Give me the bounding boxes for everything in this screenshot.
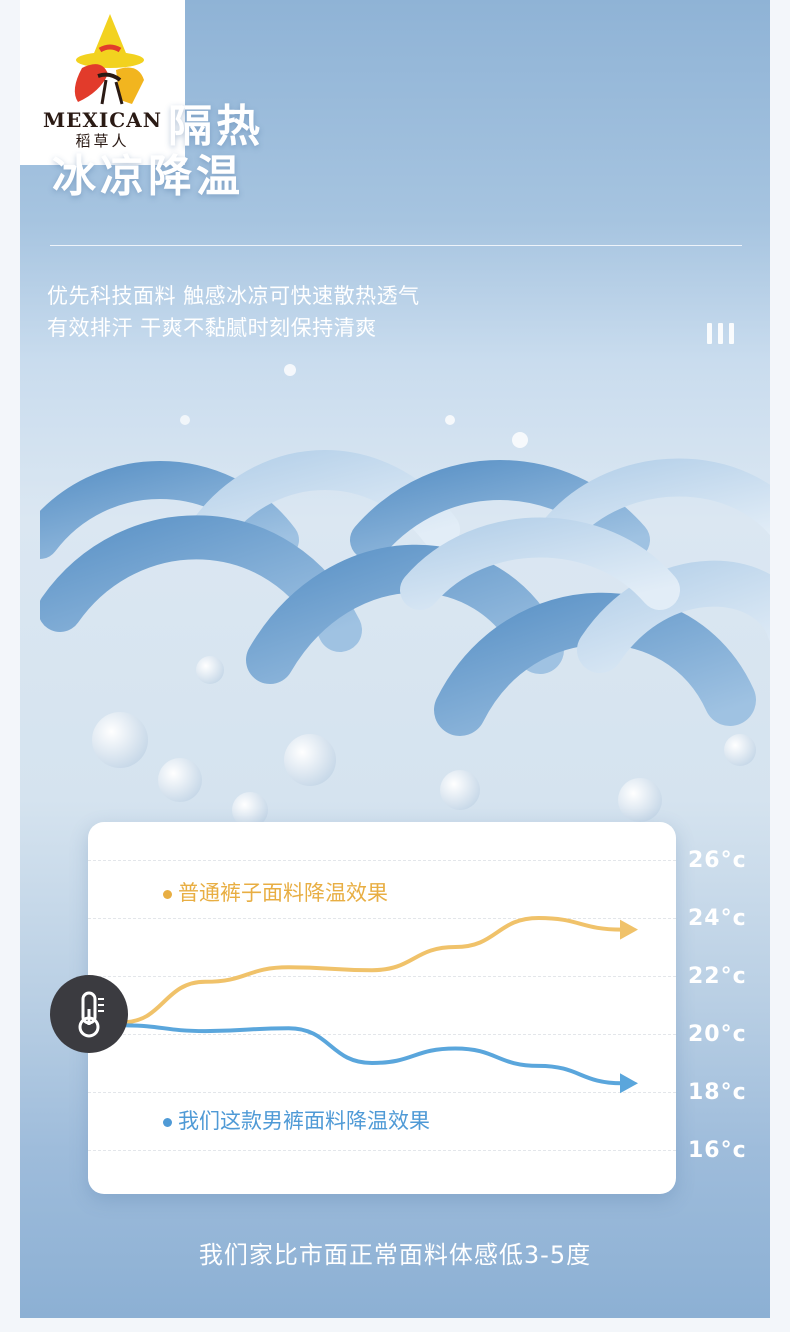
y-tick-label: 18°c <box>688 1080 747 1105</box>
pause-bars-icon <box>707 323 734 344</box>
gridline <box>88 976 676 977</box>
legend-our-fabric: 我们这款男裤面料降温效果 <box>163 1105 430 1135</box>
gridline <box>88 1092 676 1093</box>
y-tick-label: 26°c <box>688 848 747 873</box>
series-arrow-0 <box>620 919 638 940</box>
thermometer-icon <box>78 991 104 1038</box>
y-tick-label: 22°c <box>688 964 747 989</box>
legend-label: 普通裤子面料降温效果 <box>178 881 388 905</box>
gridline <box>88 918 676 919</box>
footer-claim: 我们家比市面正常面料体感低3-5度 <box>198 1241 592 1269</box>
gridline <box>88 860 676 861</box>
y-tick-label: 24°c <box>688 906 747 931</box>
comparison-chart-card <box>88 822 676 1194</box>
series-line-0 <box>120 915 624 1025</box>
legend-regular-fabric: 普通裤子面料降温效果 <box>163 877 388 907</box>
gridline <box>88 1034 676 1035</box>
thermometer-badge <box>50 975 128 1053</box>
legend-dot <box>163 1117 172 1127</box>
subtitle-line1: 优先科技面料 触感冰凉可快速散热透气 <box>47 284 420 308</box>
headline-line2: 冰凉降温 <box>52 151 244 202</box>
brand-name-en: MEXICAN <box>43 108 162 132</box>
divider <box>50 245 742 246</box>
cooling-fabric-illustration <box>40 364 770 828</box>
series-line-1 <box>120 1023 624 1086</box>
y-tick-label: 20°c <box>688 1022 747 1047</box>
brand-logo: MEXICAN 稻草人 <box>20 0 185 165</box>
y-tick-label: 16°c <box>688 1138 747 1163</box>
legend-dot <box>163 889 172 899</box>
headline-line1: 隔热 <box>168 101 264 152</box>
legend-label: 我们这款男裤面料降温效果 <box>178 1109 430 1133</box>
series-arrow-1 <box>620 1073 638 1094</box>
brand-name-cn: 稻草人 <box>75 132 130 150</box>
subtitle-line2: 有效排汗 干爽不黏腻时刻保持清爽 <box>47 316 377 340</box>
gridline <box>88 1150 676 1151</box>
straw-hat-mascot-icon <box>74 14 144 105</box>
